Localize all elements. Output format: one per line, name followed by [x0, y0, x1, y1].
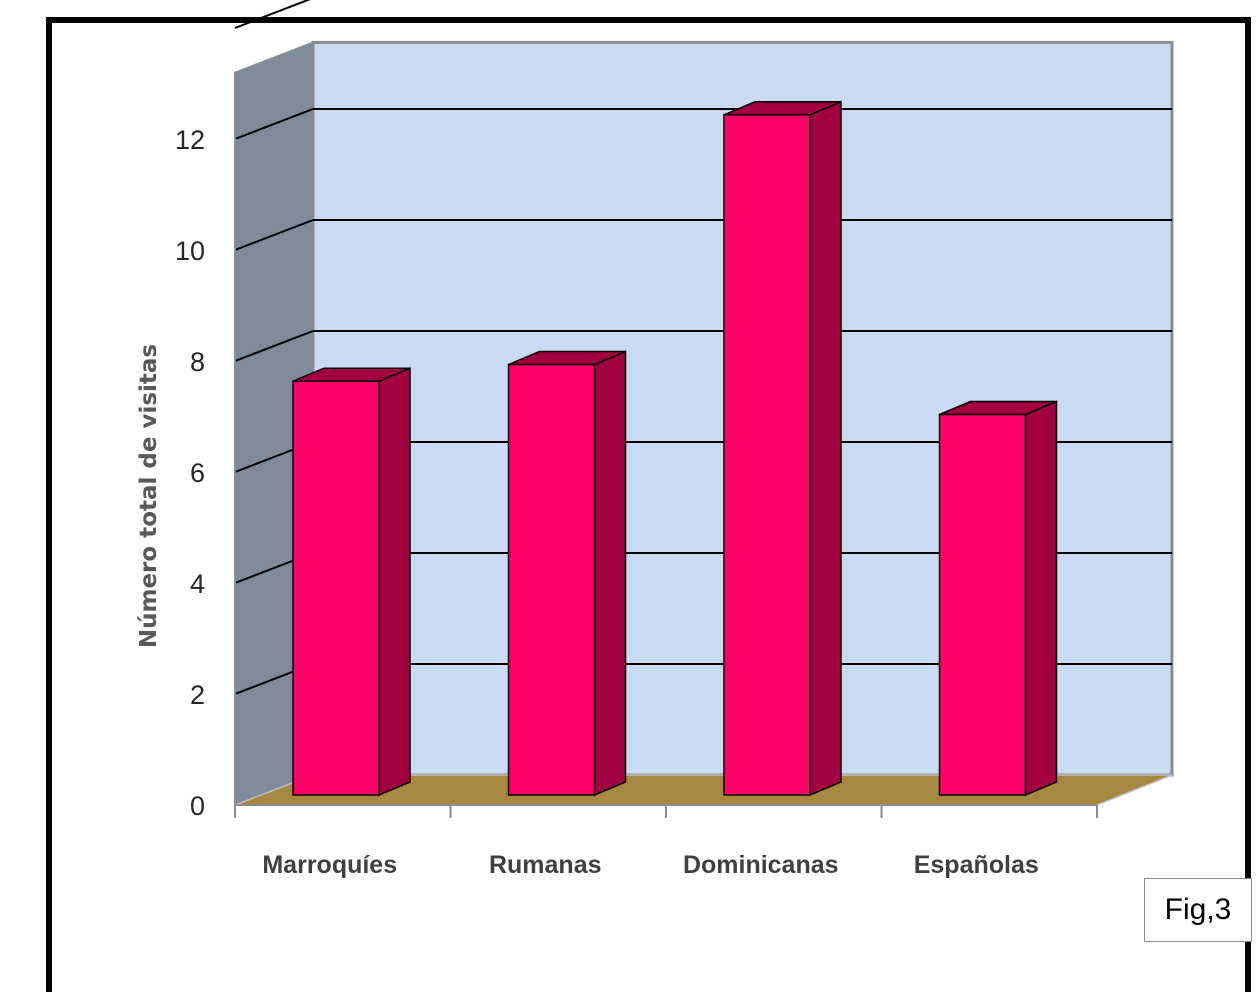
- y-tick-label: 12: [175, 125, 205, 155]
- axes: [234, 72, 1098, 818]
- bar-front: [723, 114, 811, 796]
- bar-side: [378, 367, 411, 797]
- bar-front: [292, 380, 380, 796]
- bar-side: [809, 100, 842, 797]
- gridline-side: [234, 219, 314, 251]
- bar-front: [938, 413, 1027, 796]
- bar-side: [1024, 400, 1058, 797]
- x-category-labels: Marroquíes Rumanas Dominicanas Españolas: [262, 851, 1038, 879]
- gridline-side: [234, 0, 311, 29]
- x-category-label: Españolas: [914, 851, 1039, 879]
- y-tick-labels: 0 2 4 6 8 10 12: [175, 125, 205, 821]
- bars: [292, 100, 1058, 797]
- y-tick-label: 0: [190, 791, 205, 821]
- gridline-side: [234, 330, 314, 362]
- y-tick-label: 2: [190, 680, 205, 710]
- bar: [292, 367, 411, 797]
- bar-side: [593, 350, 627, 797]
- y-tick-label: 10: [175, 236, 205, 266]
- y-tick-label: 4: [190, 569, 205, 599]
- figure-label: Fig,3: [1144, 878, 1252, 942]
- x-category-label: Marroquíes: [262, 851, 397, 879]
- bar: [507, 350, 627, 797]
- gridline-side: [234, 108, 314, 140]
- bar-front: [507, 363, 596, 796]
- y-axis-label: Número total de visitas: [136, 344, 162, 648]
- bar: [723, 100, 842, 797]
- y-tick-label: 8: [190, 347, 205, 377]
- y-tick-label: 6: [190, 458, 205, 488]
- bar: [938, 400, 1058, 797]
- x-category-label: Rumanas: [489, 851, 602, 879]
- x-category-label: Dominicanas: [683, 851, 839, 879]
- figure-frame: [46, 17, 1251, 992]
